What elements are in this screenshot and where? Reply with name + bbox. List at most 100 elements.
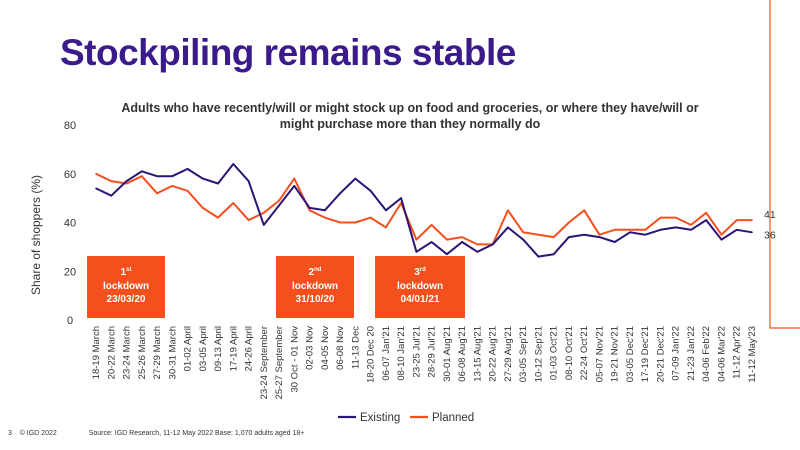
data-point-planned (247, 219, 250, 221)
data-point-planned (278, 199, 280, 202)
data-point-existing (293, 185, 296, 187)
data-point-existing (125, 180, 128, 182)
y-tick-label: 40 (64, 218, 76, 230)
lockdown-label: lockdown (397, 281, 443, 292)
data-point-planned (446, 238, 448, 241)
data-point-existing (415, 250, 418, 253)
lockdown-label: lockdown (292, 281, 338, 292)
data-point-planned (674, 216, 677, 219)
lockdown-number: 3rd (414, 267, 426, 278)
data-point-existing (385, 209, 387, 212)
x-tick-label: 24-26 April (244, 326, 255, 371)
data-point-planned (385, 226, 387, 229)
data-point-planned (232, 202, 235, 204)
data-point-existing (476, 250, 479, 253)
data-point-existing (278, 204, 280, 207)
x-tick-label: 17-19 Dec'21 (640, 326, 651, 382)
data-point-existing (263, 224, 265, 226)
data-point-planned (171, 185, 174, 187)
x-tick-label: 25-27 September (274, 326, 285, 399)
series-lines (95, 163, 753, 258)
data-point-existing (247, 180, 250, 182)
x-tick-label: 13-15 Aug'21 (472, 326, 483, 382)
data-point-existing (674, 226, 677, 229)
y-tick-label: 0 (67, 315, 73, 327)
legend-label: Existing (360, 412, 400, 424)
data-point-planned (629, 229, 631, 231)
copyright: © IGD 2022 (19, 430, 57, 437)
lockdown-box: 1st lockdown 23/03/20 (87, 256, 165, 318)
data-point-existing (171, 175, 174, 177)
data-point-planned (125, 182, 128, 185)
lockdown-number: 2nd (309, 267, 322, 278)
data-point-existing (735, 229, 738, 231)
x-tick-label: 11-12 May'23 (747, 326, 758, 383)
data-point-existing (552, 253, 555, 255)
data-point-planned (644, 229, 647, 231)
legend-label: Planned (432, 412, 474, 424)
x-tick-label: 30-01 Aug'21 (442, 326, 453, 382)
data-point-planned (461, 236, 463, 238)
lockdown-date: 31/10/20 (296, 294, 335, 305)
data-point-planned (186, 190, 189, 192)
x-tick-label: 27-29 March (152, 326, 163, 379)
data-point-existing (705, 219, 708, 221)
data-point-planned (705, 211, 708, 214)
data-point-existing (354, 177, 357, 180)
y-tick-label: 20 (64, 266, 76, 278)
data-point-planned (430, 224, 433, 226)
lockdown-date: 04/01/21 (401, 294, 440, 305)
data-point-planned (537, 233, 540, 236)
x-tick-label: 23-25 Jul'21 (411, 326, 422, 377)
data-point-planned (522, 231, 524, 234)
x-tick-label: 11-12 Apr'22 (732, 326, 743, 379)
x-tick-label: 06-07 Jan'21 (381, 326, 392, 381)
data-point-planned (568, 221, 570, 224)
lockdown-box: 3rd lockdown 04/01/21 (375, 256, 465, 318)
data-point-planned (598, 233, 601, 236)
data-point-existing (690, 229, 692, 231)
data-point-planned (690, 224, 692, 226)
series-line-existing (95, 163, 753, 258)
series-line-planned (95, 172, 752, 246)
y-axis: 0 20 40 60 80 (64, 120, 76, 327)
data-point-existing (720, 238, 723, 241)
legend: Existing Planned (338, 412, 474, 424)
data-point-planned (293, 177, 296, 180)
x-tick-label: 08-10 Jan'21 (396, 326, 407, 381)
data-point-planned (735, 219, 738, 221)
data-point-planned (369, 216, 372, 219)
data-point-planned (95, 172, 97, 175)
y-tick-label: 80 (64, 120, 76, 132)
data-point-existing (568, 236, 570, 238)
data-point-planned (552, 236, 555, 238)
x-tick-label: 11-13 Dec (350, 326, 361, 369)
y-axis-label: Share of shoppers (%) (29, 175, 43, 295)
x-tick-label: 03-05 Dec'21 (625, 326, 636, 382)
x-tick-label: 18-20 Dec 20 (366, 326, 377, 383)
slide-accent-line (769, 0, 800, 329)
data-point-existing (613, 241, 616, 243)
lockdown-box: 2nd lockdown 31/10/20 (276, 256, 354, 318)
lockdown-box-bg (87, 256, 165, 318)
data-point-planned (751, 219, 753, 221)
data-point-planned (324, 216, 326, 219)
data-point-planned (415, 238, 418, 241)
data-point-existing (598, 236, 601, 238)
x-tick-label: 06-08 Aug'21 (457, 326, 468, 382)
x-tick-label: 10-12 Sep'21 (533, 326, 544, 382)
data-point-existing (583, 233, 585, 236)
y-tick-label: 60 (64, 169, 76, 181)
data-point-existing (507, 226, 509, 229)
x-tick-label: 02-03 Nov (305, 326, 316, 370)
data-point-existing (110, 194, 113, 197)
x-tick-label: 20-22 March (106, 326, 117, 379)
x-tick-label: 30-31 March (167, 326, 178, 379)
x-tick-label: 30 Oct - 01 Nov (289, 326, 300, 393)
corner-decoration (760, 0, 800, 450)
lockdown-date: 23/03/20 (107, 294, 146, 305)
x-tick-label: 23-24 September (259, 326, 270, 399)
data-point-existing (644, 233, 647, 236)
lockdown-annotations: 1st lockdown 23/03/20 2nd lockdown 31/10/20 3r… (87, 256, 465, 318)
chart-title: Adults who have recently/will or might s… (121, 101, 699, 131)
